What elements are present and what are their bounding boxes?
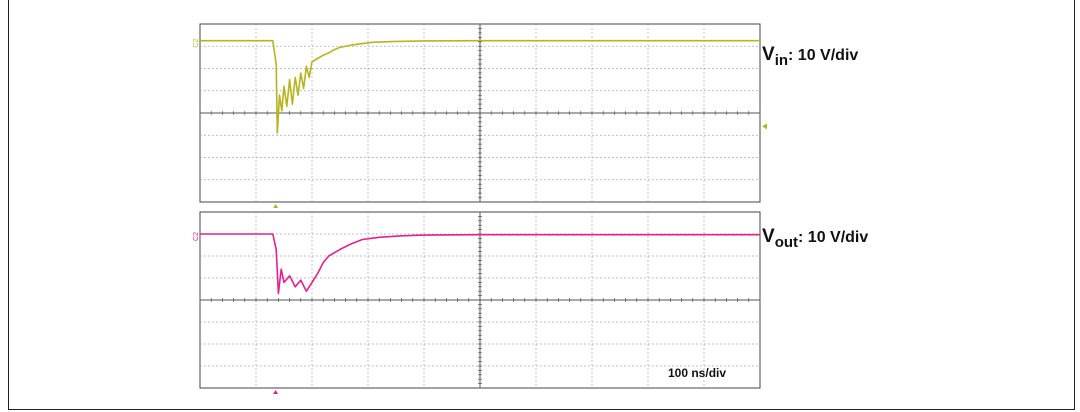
signal-trace <box>200 233 760 295</box>
vin-label: Vin: 10 V/div <box>762 44 859 69</box>
trigger-marker <box>273 204 279 208</box>
channel-marker: C2 <box>193 232 200 241</box>
figure-frame <box>8 0 1075 410</box>
vout-label: Vout: 10 V/div <box>762 226 869 251</box>
timebase-label: 100 ns/div <box>668 366 727 380</box>
level-marker <box>762 123 767 130</box>
signal-trace <box>200 39 760 134</box>
channel-marker: C2 <box>193 39 200 48</box>
trigger-marker <box>273 390 279 394</box>
